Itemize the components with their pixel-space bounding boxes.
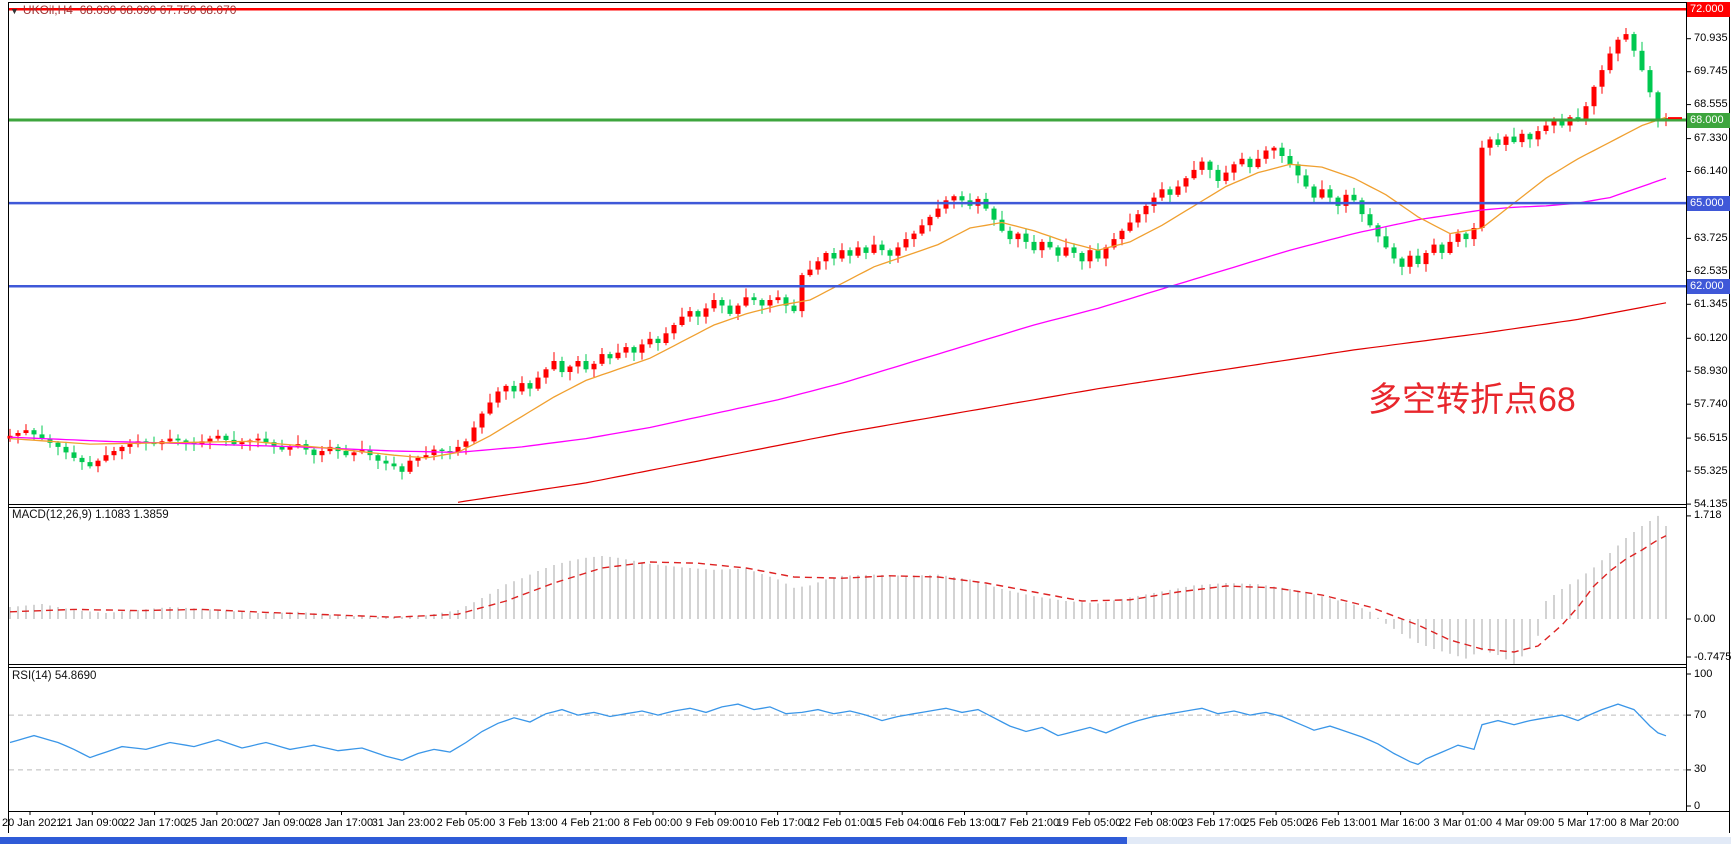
macd-signal-line (9, 535, 1667, 653)
time-tick-label: 1 Mar 16:00 (1371, 817, 1430, 829)
macd-tick-label: 0.00 (1694, 612, 1716, 625)
time-tick-label: 3 Feb 13:00 (498, 817, 558, 829)
time-tick-label: 16 Feb 13:00 (932, 817, 997, 829)
price-tick-label: 62.535 (1694, 264, 1728, 277)
time-tick-label: 19 Feb 05:00 (1056, 817, 1122, 829)
price-tick-label: 70.935 (1694, 32, 1728, 45)
rsi-tick-label: 0 (1694, 799, 1701, 812)
time-tick-label: 17 Feb 21:00 (994, 817, 1060, 829)
time-tick-label: 20 Jan 2021 (2, 817, 63, 829)
rsi-tick-label: 100 (1694, 667, 1713, 680)
price-level-tag-72.000: 72.000 (1687, 1, 1730, 17)
price-tick-label: 63.725 (1694, 231, 1728, 244)
price-tick-label: 61.345 (1694, 297, 1728, 310)
price-tick-label: 67.330 (1694, 132, 1728, 145)
macd-indicator-label: MACD(12,26,9) 1.1083 1.3859 (12, 509, 169, 521)
collapse-arrow-icon[interactable]: ▼ (10, 6, 19, 16)
rsi-indicator-label: RSI(14) 54.8690 (12, 670, 97, 682)
time-tick-label: 22 Jan 17:00 (122, 817, 187, 829)
time-tick-label: 4 Feb 21:00 (561, 817, 620, 829)
time-tick-label: 23 Feb 17:00 (1181, 817, 1247, 829)
time-tick-label: 10 Feb 17:00 (745, 817, 810, 829)
time-tick-label: 8 Feb 00:00 (623, 817, 683, 829)
rsi-tick-label: 70 (1694, 708, 1707, 721)
price-tick-label: 54.135 (1694, 497, 1728, 510)
price-tick-label: 55.325 (1694, 464, 1728, 477)
price-level-tag-68.000: 68.000 (1687, 112, 1730, 128)
candlesticks (7, 28, 1669, 480)
time-tick-label: 3 Mar 01:00 (1433, 817, 1493, 829)
price-tick-label: 57.740 (1694, 397, 1728, 410)
bottom-scrollbar[interactable] (0, 837, 1127, 844)
price-level-tag-62.000: 62.000 (1687, 278, 1730, 294)
time-tick-label: 21 Jan 09:00 (60, 817, 124, 829)
macd-tick-label: -0.7475 (1694, 650, 1731, 663)
time-tick-label: 12 Feb 01:00 (807, 817, 873, 829)
chart-header: ▼ UKOil,H4 68.030 68.090 67.750 68.070 (10, 3, 236, 17)
rsi-tick-label: 30 (1694, 763, 1707, 776)
time-tick-label: 5 Mar 17:00 (1558, 817, 1617, 829)
chart-text-annotation[interactable]: 多空转折点68 (1368, 381, 1576, 419)
price-tick-label: 58.930 (1694, 364, 1728, 377)
bottom-scrollbar-track (1127, 837, 1731, 844)
ohlc-readout: 68.030 68.090 67.750 68.070 (79, 3, 237, 17)
macd-tick-label: 1.718 (1694, 509, 1722, 522)
time-tick-label: 28 Jan 17:00 (309, 817, 374, 829)
macd-histogram (9, 515, 1667, 664)
time-tick-label: 31 Jan 23:00 (371, 817, 436, 829)
time-tick-label: 9 Feb 09:00 (685, 817, 745, 829)
price-tick-label: 60.120 (1694, 331, 1728, 344)
ma-slow-line (457, 302, 1667, 503)
time-tick-label: 15 Feb 04:00 (869, 817, 935, 829)
rsi-line (9, 703, 1667, 766)
symbol-period-label: UKOil,H4 (22, 3, 73, 17)
time-tick-label: 4 Mar 09:00 (1495, 817, 1555, 829)
time-tick-label: 26 Feb 13:00 (1305, 817, 1371, 829)
time-tick-label: 2 Feb 05:00 (436, 817, 496, 829)
time-tick-label: 8 Mar 20:00 (1620, 817, 1679, 829)
last-price-marker (1668, 117, 1682, 120)
price-level-tag-65.000: 65.000 (1687, 195, 1730, 211)
ma-mid-line (9, 177, 1667, 454)
price-tick-label: 66.140 (1694, 165, 1728, 178)
price-tick-label: 56.515 (1694, 431, 1728, 444)
price-tick-label: 69.745 (1694, 65, 1728, 78)
time-tick-label: 22 Feb 08:00 (1118, 817, 1184, 829)
time-tick-label: 25 Jan 20:00 (184, 817, 249, 829)
time-tick-label: 27 Jan 09:00 (247, 817, 311, 829)
price-tick-label: 68.555 (1694, 98, 1728, 111)
time-tick-label: 25 Feb 05:00 (1243, 817, 1309, 829)
